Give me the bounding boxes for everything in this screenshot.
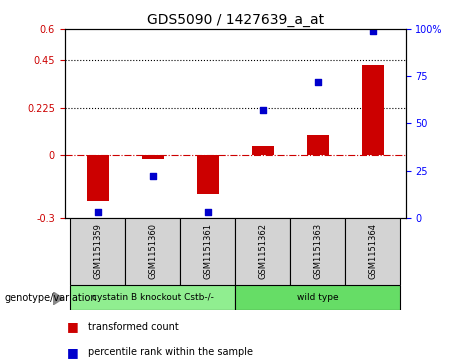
Title: GDS5090 / 1427639_a_at: GDS5090 / 1427639_a_at: [147, 13, 324, 26]
Point: [149, 174, 156, 179]
Bar: [362, 65, 384, 155]
FancyBboxPatch shape: [70, 218, 125, 285]
Text: GSM1151359: GSM1151359: [93, 224, 102, 279]
Point: [369, 28, 376, 34]
Bar: [87, 155, 108, 201]
Text: GSM1151364: GSM1151364: [368, 223, 377, 280]
Text: ■: ■: [67, 320, 78, 333]
FancyBboxPatch shape: [70, 285, 235, 310]
Point: [259, 107, 266, 113]
Text: GSM1151363: GSM1151363: [313, 223, 322, 280]
Polygon shape: [53, 292, 63, 305]
Point: [204, 209, 211, 215]
Text: ■: ■: [67, 346, 78, 359]
Point: [314, 79, 321, 85]
Bar: [252, 147, 274, 155]
Bar: [307, 135, 329, 155]
Bar: [196, 155, 219, 194]
Point: [94, 209, 101, 215]
Text: wild type: wild type: [297, 293, 338, 302]
FancyBboxPatch shape: [345, 218, 400, 285]
Text: cystatin B knockout Cstb-/-: cystatin B knockout Cstb-/-: [92, 293, 213, 302]
FancyBboxPatch shape: [125, 218, 180, 285]
FancyBboxPatch shape: [290, 218, 345, 285]
Text: percentile rank within the sample: percentile rank within the sample: [88, 347, 253, 357]
FancyBboxPatch shape: [235, 285, 400, 310]
FancyBboxPatch shape: [180, 218, 235, 285]
Text: GSM1151361: GSM1151361: [203, 223, 212, 280]
Bar: [142, 155, 164, 159]
Text: transformed count: transformed count: [88, 322, 178, 332]
Text: genotype/variation: genotype/variation: [5, 293, 97, 303]
Text: GSM1151360: GSM1151360: [148, 223, 157, 280]
Text: GSM1151362: GSM1151362: [258, 223, 267, 280]
FancyBboxPatch shape: [235, 218, 290, 285]
